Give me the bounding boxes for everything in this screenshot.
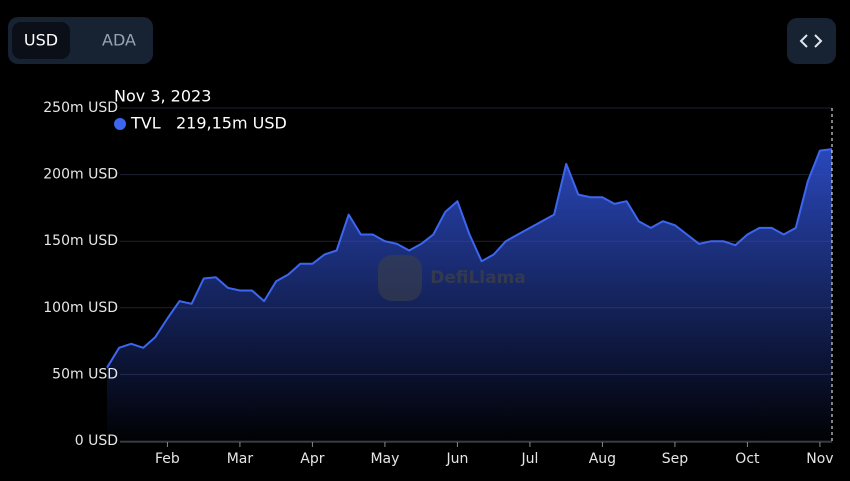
x-tick-label: Feb	[155, 451, 180, 467]
toggle-option[interactable]: ADA	[102, 31, 136, 50]
x-tick-label: Jul	[520, 451, 538, 467]
x-tick-label: Sep	[662, 451, 689, 467]
code-icon	[799, 34, 823, 48]
tooltip-dot	[114, 118, 126, 130]
line	[106, 148, 833, 369]
tooltip-value: 219,15m USD	[176, 114, 287, 133]
x-tick-label: May	[370, 451, 399, 467]
y-tick-label: 150m USD	[43, 233, 118, 249]
y-tick-label: 250m USD	[43, 100, 118, 116]
toggle-selected[interactable]	[12, 22, 70, 59]
y-tick-label: 200m USD	[43, 167, 118, 183]
x-tick-label: Mar	[227, 451, 254, 467]
watermark: DefiLlama	[430, 268, 526, 288]
tooltip-date: Nov 3, 2023	[114, 87, 211, 106]
toggle-option[interactable]: USD	[24, 31, 58, 50]
x-tick-label: Nov	[806, 451, 833, 467]
embed-button[interactable]	[787, 18, 836, 64]
x-tick-label: Oct	[735, 451, 760, 467]
x-tick-label: Jun	[445, 451, 468, 467]
y-tick-label: 100m USD	[43, 300, 118, 316]
watermark-logo	[378, 255, 422, 301]
x-tick-label: Apr	[300, 451, 324, 467]
y-tick-label: 0 USD	[75, 433, 118, 449]
plot	[106, 148, 833, 441]
area-fill	[107, 149, 832, 441]
y-tick-label: 50m USD	[52, 366, 118, 382]
x-tick-label: Aug	[589, 451, 616, 467]
tooltip-series: TVL	[130, 114, 161, 133]
